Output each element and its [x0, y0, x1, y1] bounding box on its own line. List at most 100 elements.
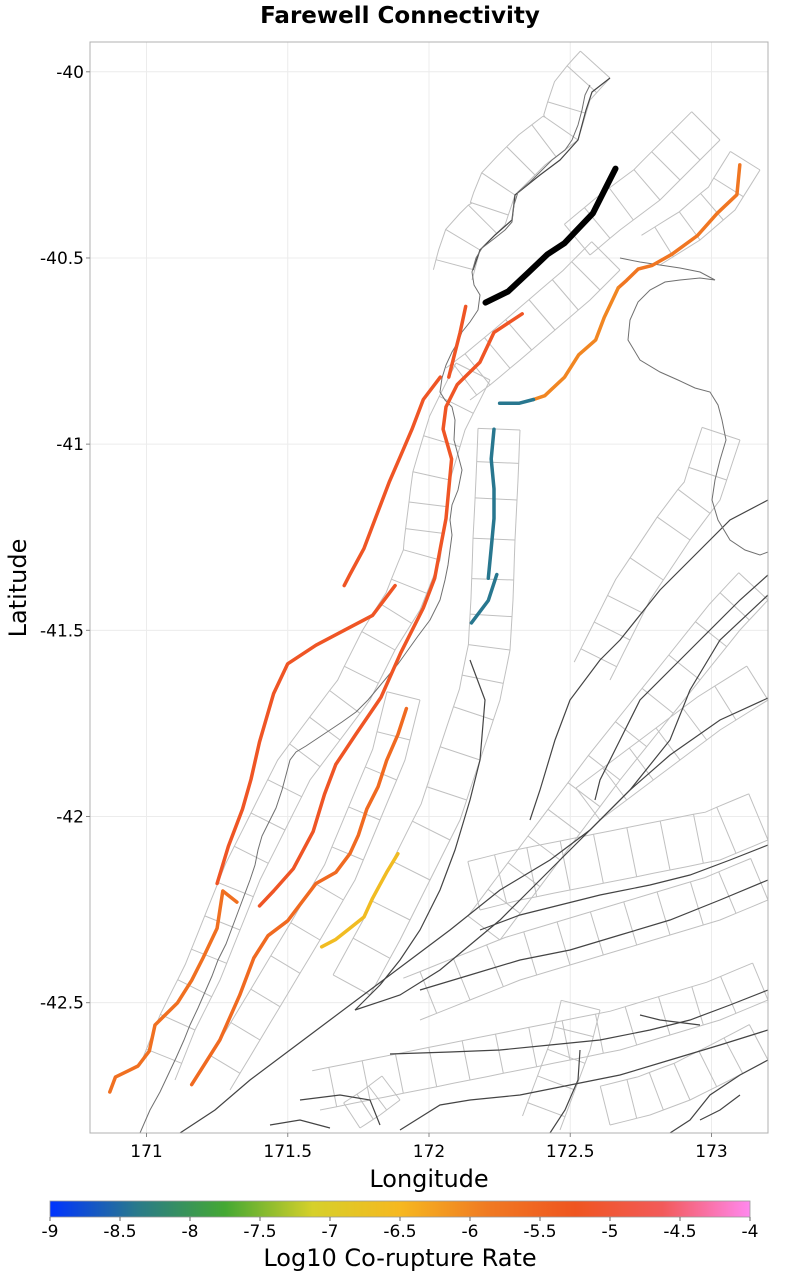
fault-subsection-rung	[607, 594, 644, 614]
fault-subsection-edge	[432, 50, 581, 270]
target-fault-farewell	[482, 165, 619, 306]
fault-subsection-rung	[566, 65, 598, 94]
fault-subsection-rung	[564, 223, 591, 256]
fault-subsection-rung	[668, 654, 701, 681]
x-tick-label: 171	[130, 1142, 162, 1162]
fault-subsection-edge	[343, 1075, 383, 1104]
fault-subsection-rung	[470, 201, 509, 216]
fault-subsection-rung	[718, 871, 737, 914]
fault-subsection-edge	[522, 1000, 562, 1117]
fault-subsection-rung	[615, 721, 647, 748]
connected-fault-trace	[108, 889, 239, 1094]
fault-subsection-rung	[473, 537, 516, 541]
colorbar	[49, 1200, 751, 1218]
fault-subsection-rung	[505, 319, 533, 351]
fault-subsection-rung	[452, 958, 471, 1001]
colorbar-tick-label: -6.5	[383, 1222, 416, 1242]
fault-subsection-rung	[624, 1006, 638, 1046]
fault-subsection-rung	[750, 858, 768, 901]
fault-subsection-rung	[588, 755, 621, 781]
fault-subsection-rung	[419, 971, 438, 1014]
fault-subsection-edge	[609, 439, 741, 681]
fault-subsection-edge	[559, 1009, 601, 1131]
connected-fault-trace	[215, 583, 397, 886]
x-tick-label: 172	[413, 1142, 445, 1162]
fault-subsection-rung	[594, 1014, 604, 1054]
x-tick-label: 171.5	[263, 1142, 312, 1162]
fault-subsection-rung	[191, 948, 227, 964]
fault-trace	[299, 1094, 381, 1126]
fault-subsection-rung	[629, 557, 664, 581]
connected-fault-trace	[469, 572, 499, 625]
fault-subsection-edge	[575, 665, 748, 789]
fault-subsection-rung	[250, 812, 286, 831]
fault-subsection-rung	[428, 1047, 438, 1087]
fault-trace	[529, 499, 768, 821]
fault-subsection-rung	[716, 806, 737, 854]
colorbar-tick-label: -7.5	[243, 1222, 276, 1242]
fault-trace	[399, 1029, 768, 1131]
connected-fault-trace	[497, 397, 536, 405]
colorbar-ticks: -9 -8.5 -8 -7.5 -7 -6.5 -6 -5.5 -5 -4.5 -4	[42, 1217, 759, 1242]
fault-subsection-rung	[408, 501, 447, 508]
fault-subsection-rung	[571, 261, 601, 291]
fault-subsection-rung	[527, 1102, 566, 1118]
fault-subsection-rung	[332, 974, 371, 996]
fault-trace	[354, 659, 486, 1011]
fault-subsection-rung	[507, 862, 541, 888]
fault-subsection-rung	[526, 847, 538, 897]
fault-subsection-rung	[746, 665, 768, 701]
fault-subsection-edge	[641, 151, 731, 236]
background-fault-traces	[179, 77, 768, 1133]
fault-subsection-rung	[677, 488, 711, 514]
fault-subsection-rung	[752, 962, 768, 1001]
fault-subsection-rung	[309, 716, 341, 741]
fault-subsection-rung	[691, 986, 704, 1026]
colorbar-tick-label: -4	[742, 1222, 759, 1242]
fault-subsection-rung	[177, 979, 212, 998]
fault-subsection-edge	[369, 429, 521, 996]
x-tick-label: 172.5	[546, 1142, 595, 1162]
fault-subsection-rung	[547, 101, 587, 114]
connected-fault-trace	[447, 304, 468, 379]
fault-subsection-rung	[580, 50, 611, 79]
fault-subsection-rung	[559, 840, 571, 891]
fault-subsection-rung	[658, 996, 671, 1036]
fault-subsection-rung	[210, 1055, 241, 1074]
fault-subsection-rung	[748, 1024, 768, 1061]
fault-subsection-rung	[575, 787, 601, 821]
fault-subsection-rung	[391, 578, 427, 594]
fault-subsection-rung	[633, 169, 661, 201]
fault-subsection-rung	[561, 999, 601, 1011]
fault-subsection-rung	[267, 779, 302, 798]
fault-subsection-rung	[580, 648, 617, 668]
colorbar-tick-label: -4.5	[663, 1222, 696, 1242]
fault-subsection-rung	[589, 911, 604, 956]
fault-trace	[479, 844, 768, 931]
colorbar-tick-label: -8.5	[103, 1222, 136, 1242]
fault-subsection-rung	[361, 1060, 371, 1101]
fault-subsection-rung	[412, 820, 451, 841]
fault-trace	[269, 1119, 331, 1129]
fault-subsection-rung	[748, 793, 768, 841]
fault-subsection-edge	[659, 169, 761, 266]
fault-subsection-rung	[693, 814, 704, 864]
colorbar-tick-label: -6	[462, 1222, 479, 1242]
fault-subsection-rung	[719, 592, 750, 621]
fault-subsection-rung	[494, 854, 508, 904]
fault-subsection-rung	[691, 111, 721, 141]
fault-subsection-rung	[623, 901, 638, 946]
fault-subsection-edge	[599, 699, 768, 821]
fault-subsection-rung	[464, 353, 491, 386]
fault-trace	[179, 697, 768, 1133]
fault-subsection-rung	[426, 786, 467, 801]
fault-subsection-edge	[445, 241, 593, 369]
fault-subsection-rung	[593, 834, 604, 884]
colorbar-label: Log10 Co-rupture Rate	[263, 1244, 536, 1272]
connected-fault-traces	[108, 163, 742, 1094]
fault-subsection-rung	[714, 685, 737, 721]
fault-subsection-rung	[230, 1022, 261, 1041]
colorbar-tick-label: -5.5	[523, 1222, 556, 1242]
fault-subsection-rung	[486, 944, 504, 987]
